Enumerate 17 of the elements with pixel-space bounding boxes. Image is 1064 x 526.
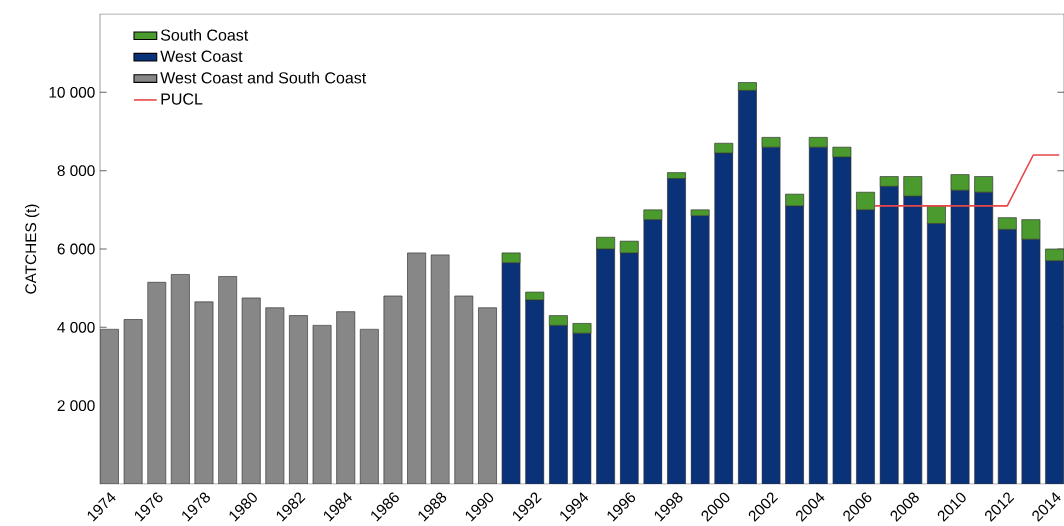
legend-label: West Coast and South Coast [160,71,367,84]
y-tick-label: 2 000 [57,400,95,412]
bar [241,297,261,484]
y-tick-label: 4 000 [57,321,95,333]
y-tick-label: 8 000 [57,165,95,177]
y-axis-title: CATCHES (t) [24,204,40,294]
y-tick-label: 6 000 [57,243,95,255]
bar [478,307,497,484]
bar [265,307,285,484]
legend-label: PUCL [161,93,203,105]
y-tick-label: 10 000 [49,86,95,98]
bar [336,311,356,484]
bar [194,301,214,484]
bar [123,319,143,484]
bar [407,252,427,484]
legend-label: South Coast [160,29,249,41]
legend-label: West Coast [160,50,243,62]
